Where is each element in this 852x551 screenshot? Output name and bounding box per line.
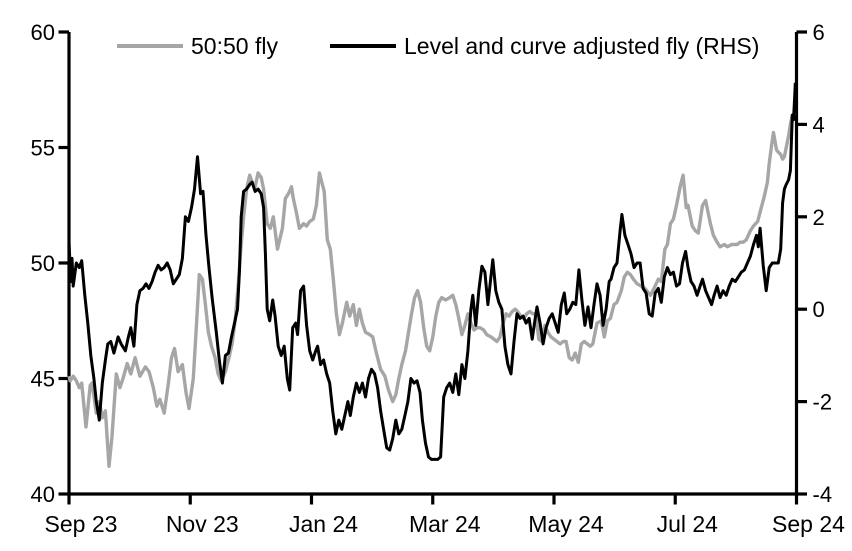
x-axis-tick-label: Sep 23 [45, 511, 118, 537]
x-axis-tick-label: Mar 24 [409, 511, 481, 537]
right-axis-tick-label: -4 [813, 482, 833, 507]
right-axis-tick-label: 2 [813, 205, 825, 230]
left-axis-tick-label: 55 [31, 136, 55, 161]
right-axis-tick-label: 6 [813, 20, 825, 45]
legend-label: Level and curve adjusted fly (RHS) [404, 33, 759, 59]
x-axis-tick-label: Jan 24 [289, 511, 358, 537]
right-axis-tick-label: 0 [813, 297, 825, 322]
left-axis-tick-label: 45 [31, 367, 55, 392]
x-axis-tick-label: May 24 [528, 511, 604, 537]
left-axis-tick-label: 60 [31, 20, 55, 45]
left-axis-tick-label: 40 [31, 482, 55, 507]
right-axis-tick-label: -2 [813, 390, 833, 415]
right-axis-tick-label: 4 [813, 112, 825, 137]
series-line-50-50-fly [67, 111, 796, 468]
legend-label: 50:50 fly [191, 33, 278, 59]
x-axis-tick-label: Jul 24 [657, 511, 719, 537]
x-axis-tick-label: Nov 23 [166, 511, 239, 537]
series-line-level-and-curve-adjusted-fly-rhs- [67, 82, 797, 461]
x-axis-tick-label: Sep 24 [772, 511, 845, 537]
left-axis-tick-label: 50 [31, 251, 55, 276]
